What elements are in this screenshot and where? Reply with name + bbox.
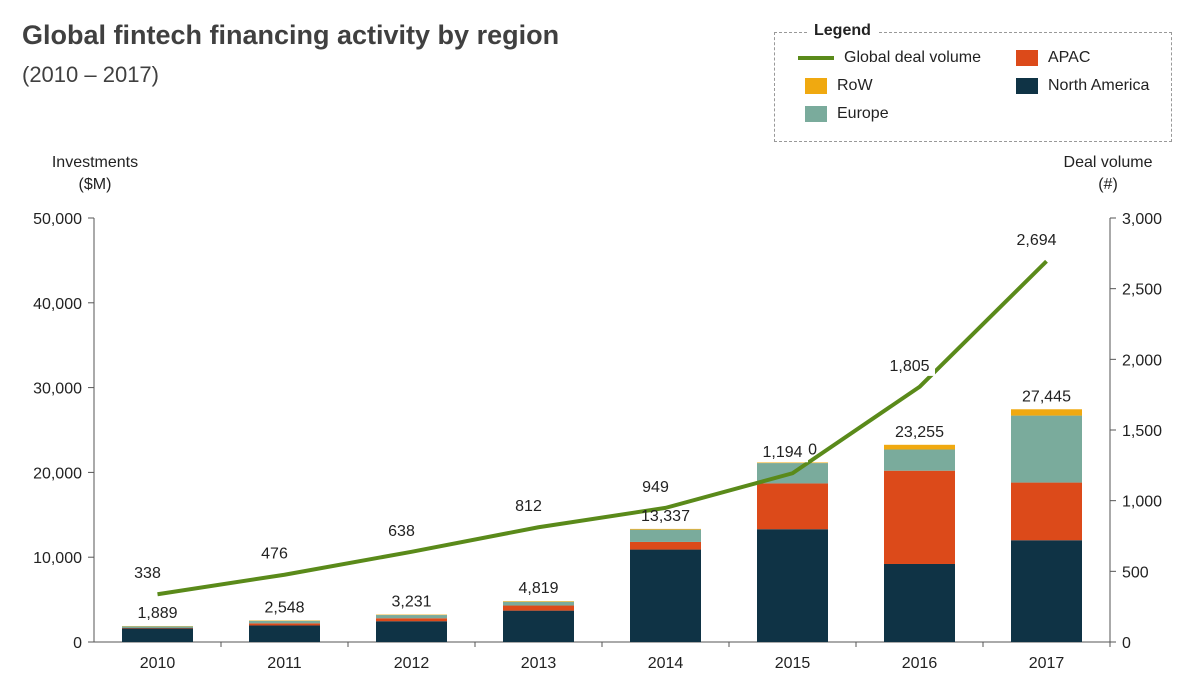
bar-europe	[1011, 415, 1082, 483]
bar-north-america	[1011, 540, 1082, 642]
legend-label: Global deal volume	[844, 49, 981, 66]
bar-total-label: 13,337	[641, 508, 690, 525]
deal-volume-label-bg	[1011, 230, 1062, 251]
deal-volume-label-bg	[639, 476, 672, 497]
chart-title: Global fintech financing activity by reg…	[22, 20, 560, 50]
deal-volume-label: 1,805	[889, 358, 929, 375]
left-tick-label: 20,000	[33, 465, 82, 482]
north-america-swatch-icon	[1016, 78, 1038, 94]
right-tick-label: 0	[1122, 635, 1131, 652]
apac-swatch-icon	[1016, 50, 1038, 66]
right-axis-label: Deal volume	[1064, 154, 1153, 171]
bar-europe	[249, 620, 320, 624]
bar-row	[884, 444, 955, 450]
bar-row	[1011, 409, 1082, 416]
bar-total-label: 2,548	[264, 599, 304, 616]
x-tick-label: 2015	[775, 655, 811, 672]
left-tick-label: 0	[73, 635, 82, 652]
deal-volume-label-bg	[884, 355, 935, 376]
bar-europe	[503, 601, 574, 606]
left-tick-label: 50,000	[33, 211, 82, 228]
bar-apac	[1011, 482, 1082, 541]
deal-volume-label: 476	[261, 546, 288, 563]
bar-apac	[757, 483, 828, 530]
deal-volume-label-bg	[512, 496, 545, 517]
legend-item-row: RoW	[805, 77, 873, 95]
bar-apac	[249, 623, 320, 626]
deal-volume-line-group	[157, 259, 1048, 597]
deal-volume-label-bg	[131, 563, 164, 584]
bar-row	[757, 462, 828, 464]
legend-label: APAC	[1048, 49, 1091, 66]
bar-europe	[376, 615, 447, 619]
legend-label: RoW	[837, 77, 873, 94]
bar-europe	[122, 626, 193, 629]
deal-volume-label: 949	[642, 479, 669, 496]
legend-label: North America	[1048, 77, 1150, 94]
legend-item-global-deal-volume: Global deal volume	[798, 49, 981, 67]
x-tick-label: 2012	[394, 655, 430, 672]
deal-volume-label: 812	[515, 498, 542, 515]
legend	[774, 32, 1172, 142]
left-axis-unit: ($M)	[79, 176, 112, 193]
bar-north-america	[249, 625, 320, 642]
right-tick-label: 2,000	[1122, 352, 1162, 369]
x-tick-label: 2013	[521, 655, 557, 672]
right-tick-label: 500	[1122, 564, 1149, 581]
bar-europe	[630, 529, 701, 542]
x-tick-label: 2017	[1029, 655, 1065, 672]
right-axis-unit: (#)	[1098, 176, 1118, 193]
bar-total-label: 4,819	[518, 580, 558, 597]
legend-label: Europe	[837, 105, 889, 122]
bar-north-america	[376, 621, 447, 642]
bar-apac	[376, 618, 447, 622]
legend-item-north-america: North America	[1016, 77, 1149, 95]
bar-total-label: 27,445	[1022, 388, 1071, 405]
bar-north-america	[122, 628, 193, 642]
left-tick-label: 10,000	[33, 550, 82, 567]
bar-europe	[884, 449, 955, 471]
deal-volume-label-bg	[258, 543, 291, 564]
right-tick-label: 1,500	[1122, 423, 1162, 440]
axes-group: 0 10,000 20,000 30,000 40,000 50,000 0 500 1,000…	[33, 154, 1162, 672]
deal-volume-label: 2,694	[1016, 232, 1056, 249]
deal-volume-line	[157, 259, 1048, 597]
chart-subtitle: (2010 – 2017)	[22, 62, 159, 87]
row-swatch-icon	[805, 78, 827, 94]
bar-row	[503, 601, 574, 602]
bar-apac	[884, 470, 955, 564]
bar-apac	[630, 541, 701, 550]
left-axis-label: Investments	[52, 154, 138, 171]
bar-north-america	[503, 610, 574, 642]
deal-volume-label-bg	[385, 520, 418, 541]
bar-north-america	[630, 549, 701, 642]
deal-volume-label: 1,194	[762, 444, 802, 461]
right-tick-label: 3,000	[1122, 211, 1162, 228]
bar-total-label: 3,231	[391, 594, 431, 611]
left-tick-label: 40,000	[33, 296, 82, 313]
x-tick-label: 2011	[267, 655, 302, 672]
labels-group: 1,8892,5483,2314,81913,33721,17023,25527…	[131, 230, 1071, 622]
bar-north-america	[884, 563, 955, 642]
europe-swatch-icon	[805, 106, 827, 122]
legend-item-europe: Europe	[805, 105, 889, 123]
bar-apac	[503, 605, 574, 611]
x-tick-label: 2016	[902, 655, 938, 672]
x-tick-label: 2014	[648, 655, 684, 672]
bar-north-america	[757, 529, 828, 642]
deal-volume-label: 638	[388, 523, 415, 540]
left-tick-label: 30,000	[33, 381, 82, 398]
deal-volume-label-bg	[757, 442, 808, 463]
x-tick-label: 2010	[140, 655, 176, 672]
bar-row	[630, 528, 701, 530]
bar-total-label: 1,889	[137, 605, 177, 622]
right-tick-label: 2,500	[1122, 282, 1162, 299]
legend-item-apac: APAC	[1016, 49, 1090, 67]
bar-total-label: 23,255	[895, 424, 944, 441]
deal-volume-label: 338	[134, 565, 161, 582]
right-tick-label: 1,000	[1122, 494, 1162, 511]
legend-title: Legend	[808, 22, 877, 40]
line-swatch-icon	[798, 56, 834, 60]
